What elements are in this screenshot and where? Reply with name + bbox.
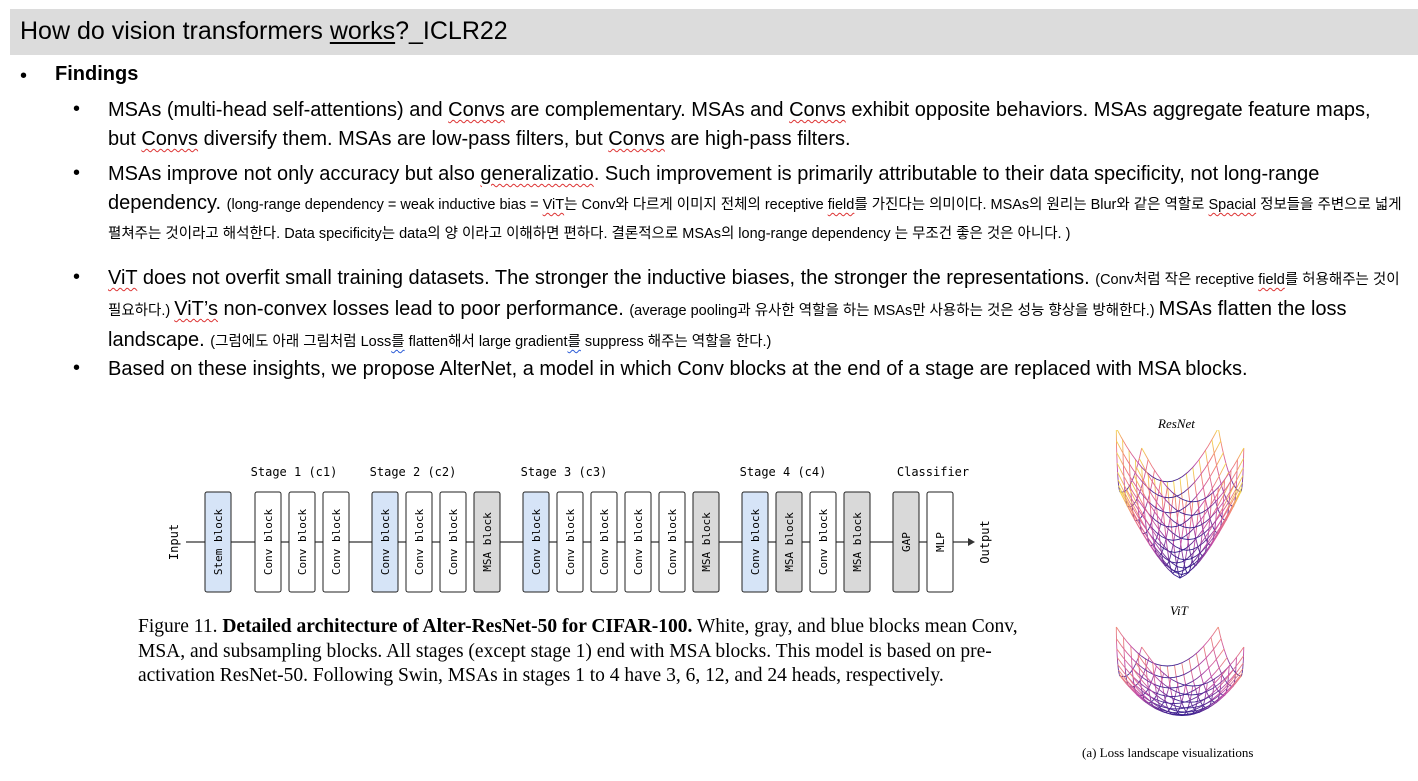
- resnet-label: ResNet: [1158, 416, 1195, 431]
- diagram-block: MSA block: [843, 491, 871, 593]
- diagram-block: Stem block: [204, 491, 232, 593]
- slide-title: How do vision transformers works?_ICLR22: [20, 17, 508, 45]
- finding-4: Based on these insights, we propose Alte…: [108, 358, 1248, 380]
- block-label: Conv block: [413, 509, 426, 576]
- diagram-block: MLP: [926, 491, 954, 593]
- bullet-dot: •: [73, 98, 81, 120]
- diagram-block: Conv block: [590, 491, 618, 593]
- figure-caption: Figure 11. Detailed architecture of Alte…: [138, 616, 1018, 686]
- block-label: MSA block: [783, 512, 796, 572]
- diagram-block: Conv block: [741, 491, 769, 593]
- block-label: Conv block: [817, 509, 830, 576]
- diagram-block: Conv block: [288, 491, 316, 593]
- stage-label: Stage 4 (c4): [740, 465, 827, 479]
- stage-label: Classifier: [897, 465, 969, 479]
- block-label: Conv block: [632, 509, 645, 576]
- bullet-dot: •: [73, 357, 81, 379]
- landscape-subcaption: (a) Loss landscape visualizations: [1082, 745, 1254, 760]
- diagram-output-label: Output: [978, 520, 992, 563]
- vit-loss-surface: [1115, 626, 1245, 717]
- diagram-block: Conv block: [809, 491, 837, 593]
- diagram-block: Conv block: [371, 491, 399, 593]
- diagram-block: Conv block: [658, 491, 686, 593]
- stage-label: Stage 1 (c1): [251, 465, 338, 479]
- finding-2: MSAs improve not only accuracy but also …: [108, 163, 1402, 242]
- block-label: Conv block: [447, 509, 460, 576]
- block-label: Conv block: [330, 509, 343, 576]
- diagram-block: Conv block: [322, 491, 350, 593]
- finding-1: MSAs (multi-head self-attentions) and Co…: [108, 99, 1371, 150]
- block-label: Conv block: [564, 509, 577, 576]
- bullet-dot: •: [73, 266, 81, 288]
- diagram-block: Conv block: [624, 491, 652, 593]
- diagram-block: GAP: [892, 491, 920, 593]
- stage-label: Stage 2 (c2): [370, 465, 457, 479]
- block-label: MSA block: [481, 512, 494, 572]
- architecture-diagram: Input Output Stage 1 (c1) Stage 2 (c2) Stage…: [167, 465, 992, 593]
- diagram-block: Conv block: [522, 491, 550, 593]
- stage-label: Stage 3 (c3): [521, 465, 608, 479]
- diagram-input-label: Input: [167, 524, 181, 560]
- resnet-loss-surface: [1115, 430, 1245, 580]
- block-label: Conv block: [530, 509, 543, 576]
- block-label: Conv block: [379, 509, 392, 576]
- block-label: MSA block: [700, 512, 713, 572]
- block-label: Conv block: [749, 509, 762, 576]
- diagram-block: Conv block: [254, 491, 282, 593]
- block-label: Conv block: [598, 509, 611, 576]
- findings-heading: Findings: [55, 63, 139, 85]
- diagram-block: MSA block: [473, 491, 501, 593]
- finding-3: ViT does not overfit small training data…: [108, 267, 1400, 351]
- vit-label: ViT: [1170, 603, 1188, 618]
- block-label: MSA block: [851, 512, 864, 572]
- diagram-block: Conv block: [439, 491, 467, 593]
- block-label: MLP: [934, 532, 947, 552]
- bullet-dot: •: [73, 162, 81, 184]
- diagram-block: Conv block: [556, 491, 584, 593]
- diagram-block: Conv block: [405, 491, 433, 593]
- bullet-dot: •: [20, 65, 28, 87]
- diagram-block: MSA block: [775, 491, 803, 593]
- block-label: Conv block: [666, 509, 679, 576]
- title-bar: How do vision transformers works?_ICLR22: [10, 9, 1418, 55]
- diagram-block: MSA block: [692, 491, 720, 593]
- block-label: Conv block: [296, 509, 309, 576]
- block-label: Stem block: [212, 509, 225, 576]
- block-label: GAP: [900, 532, 913, 552]
- block-label: Conv block: [262, 509, 275, 576]
